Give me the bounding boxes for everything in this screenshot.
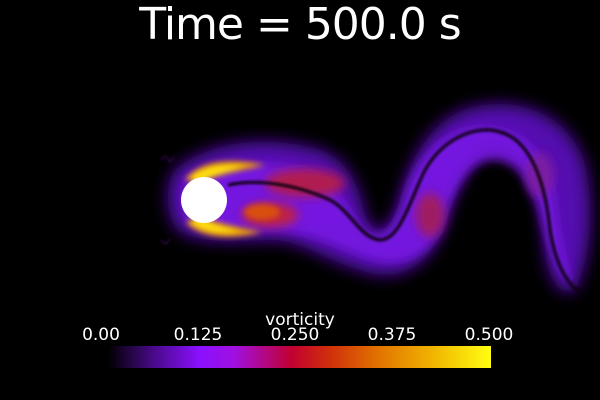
colorbar-tick: 0.00 <box>82 325 120 345</box>
colorbar-tick: 0.500 <box>464 325 514 345</box>
near-cylinder-debris <box>159 154 176 246</box>
colorbar-tick: 0.125 <box>173 325 223 345</box>
cylinder <box>181 177 227 223</box>
wake-inner <box>182 127 576 285</box>
colorbar-gradient <box>108 346 491 368</box>
colorbar-tick: 0.375 <box>367 325 417 345</box>
time-title: Time = 500.0 s <box>139 0 461 50</box>
colorbar-tick: 0.250 <box>270 325 320 345</box>
centerline-streak <box>227 128 581 294</box>
colorbar-title: vorticity <box>265 310 335 330</box>
